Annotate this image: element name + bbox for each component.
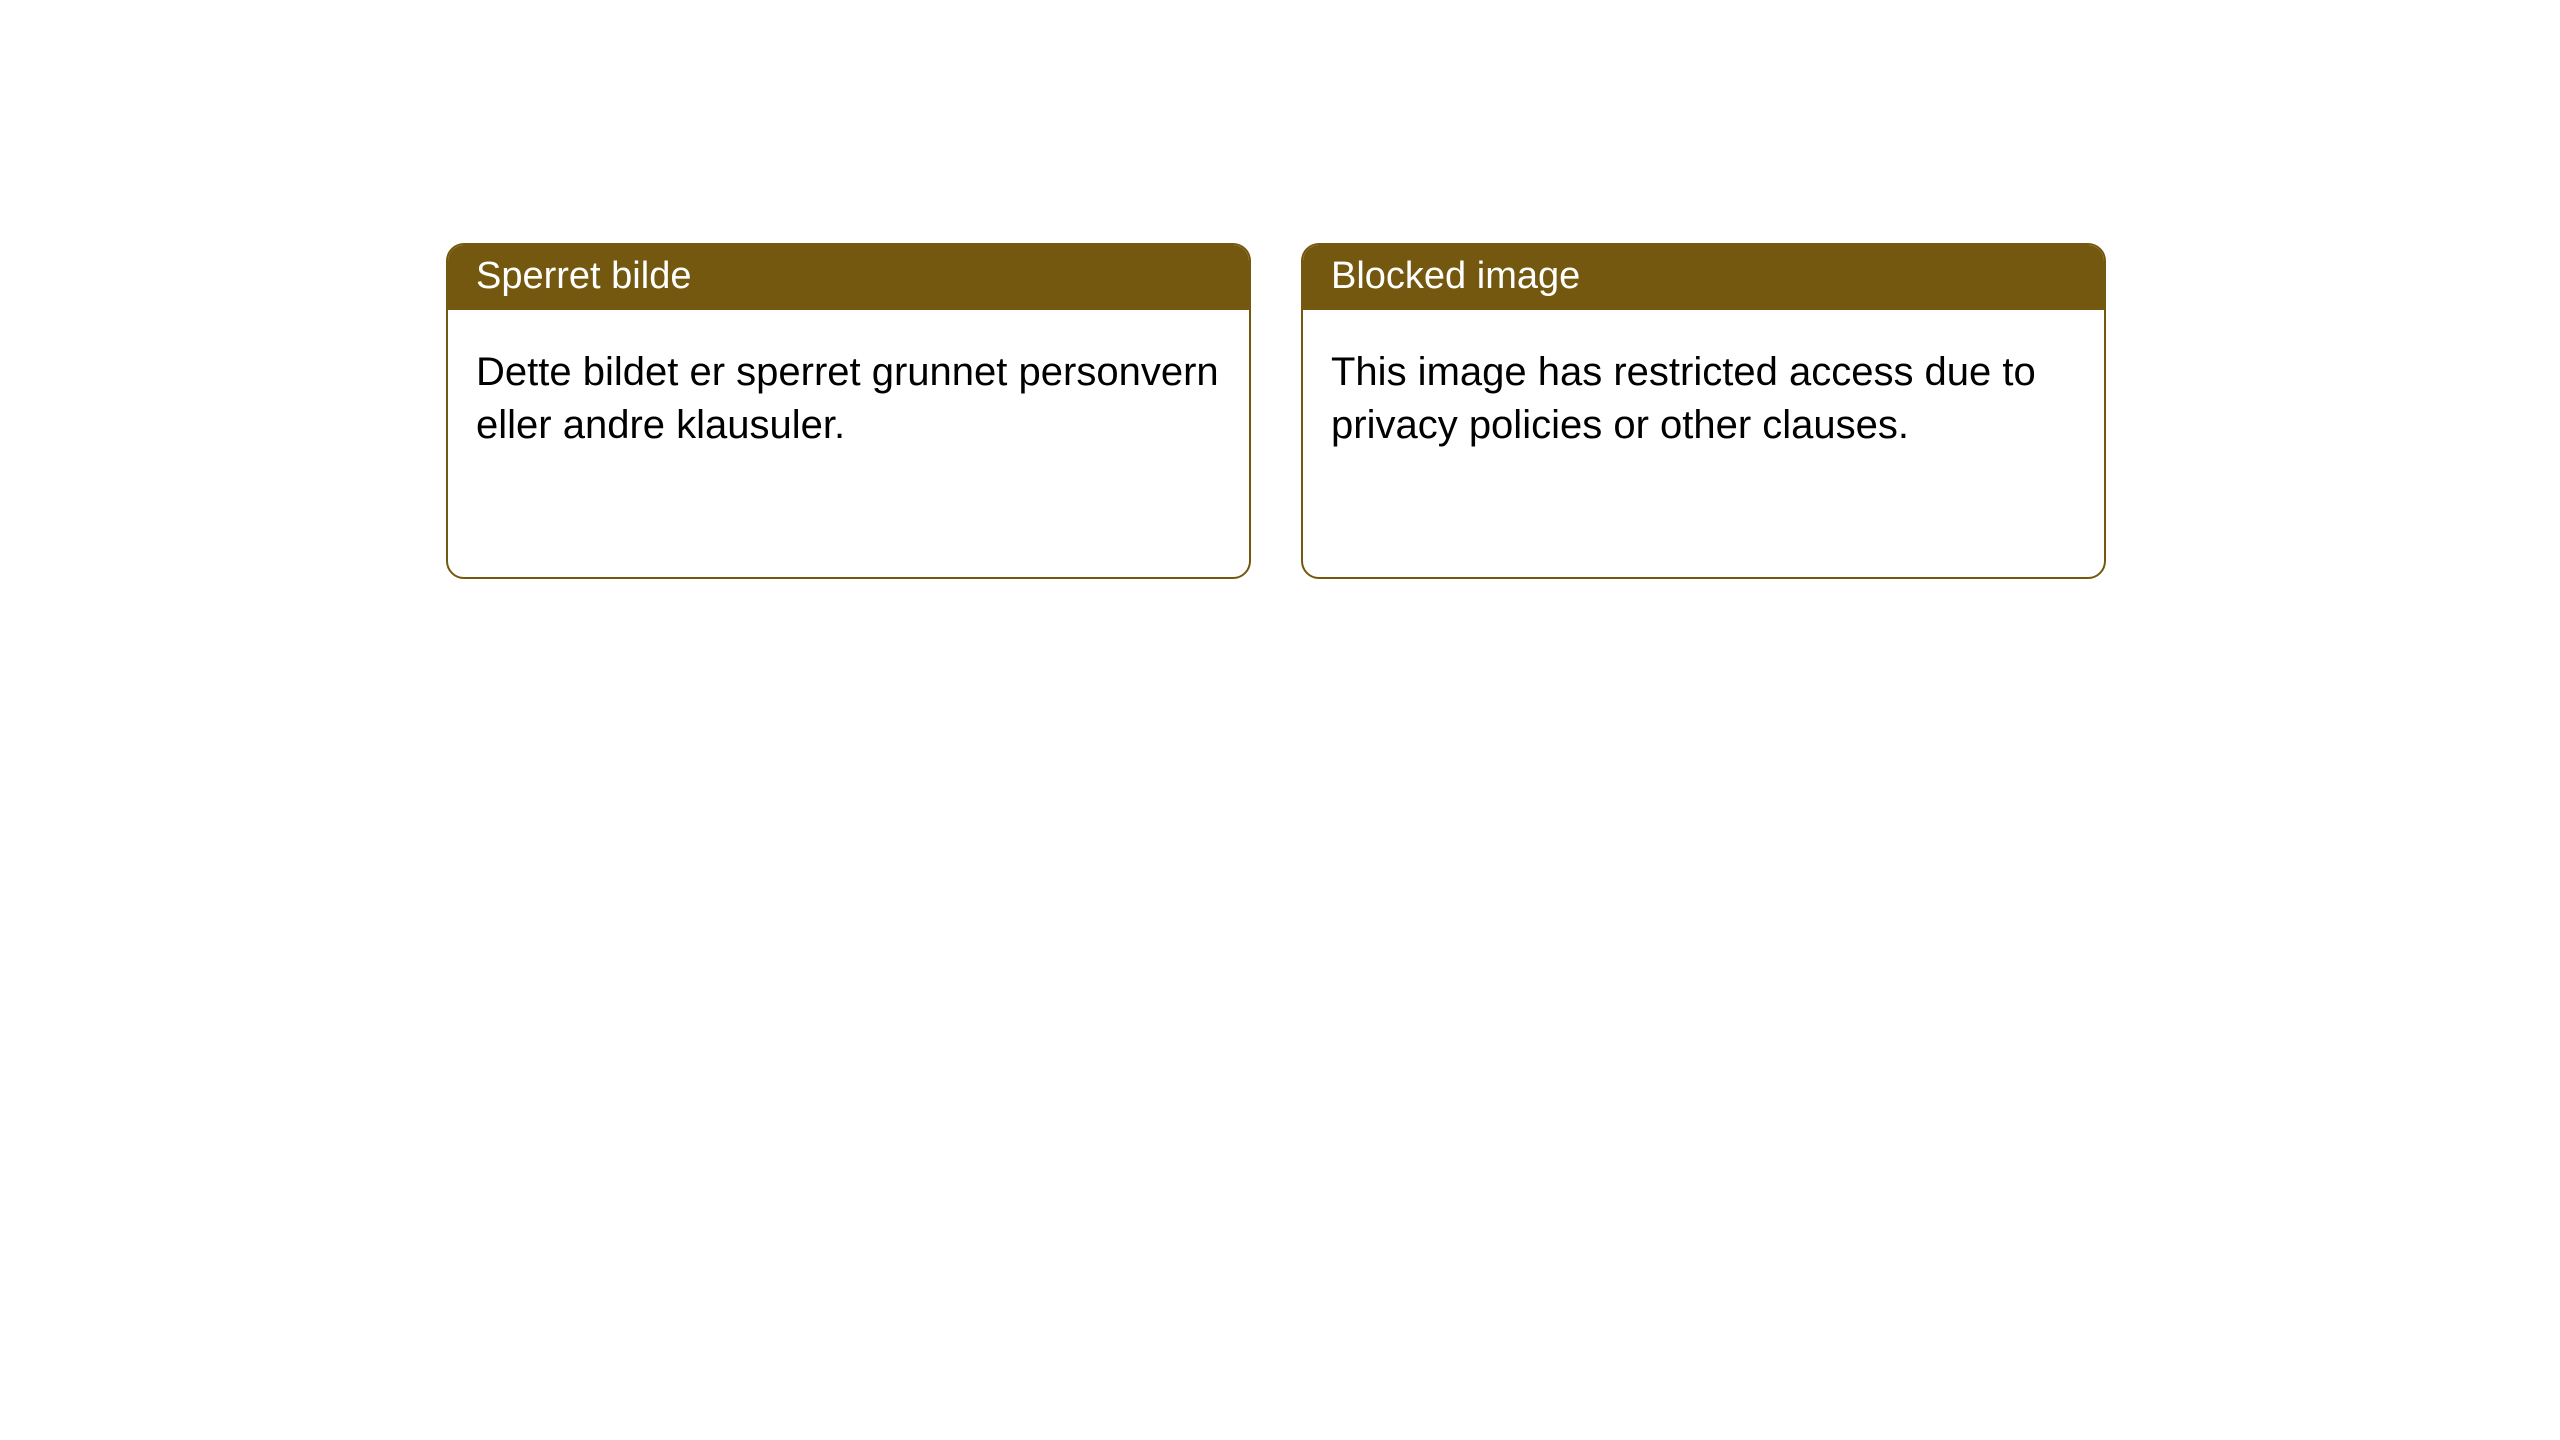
card-body: This image has restricted access due to … [1303,310,2104,488]
card-body-text: This image has restricted access due to … [1331,350,2036,447]
blocked-image-card-english: Blocked image This image has restricted … [1301,243,2106,579]
card-header: Blocked image [1303,245,2104,310]
blocked-image-card-norwegian: Sperret bilde Dette bildet er sperret gr… [446,243,1251,579]
card-container: Sperret bilde Dette bildet er sperret gr… [0,0,2560,579]
card-title: Sperret bilde [476,255,691,297]
card-header: Sperret bilde [448,245,1249,310]
card-body-text: Dette bildet er sperret grunnet personve… [476,350,1219,447]
card-body: Dette bildet er sperret grunnet personve… [448,310,1249,488]
card-title: Blocked image [1331,255,1580,297]
